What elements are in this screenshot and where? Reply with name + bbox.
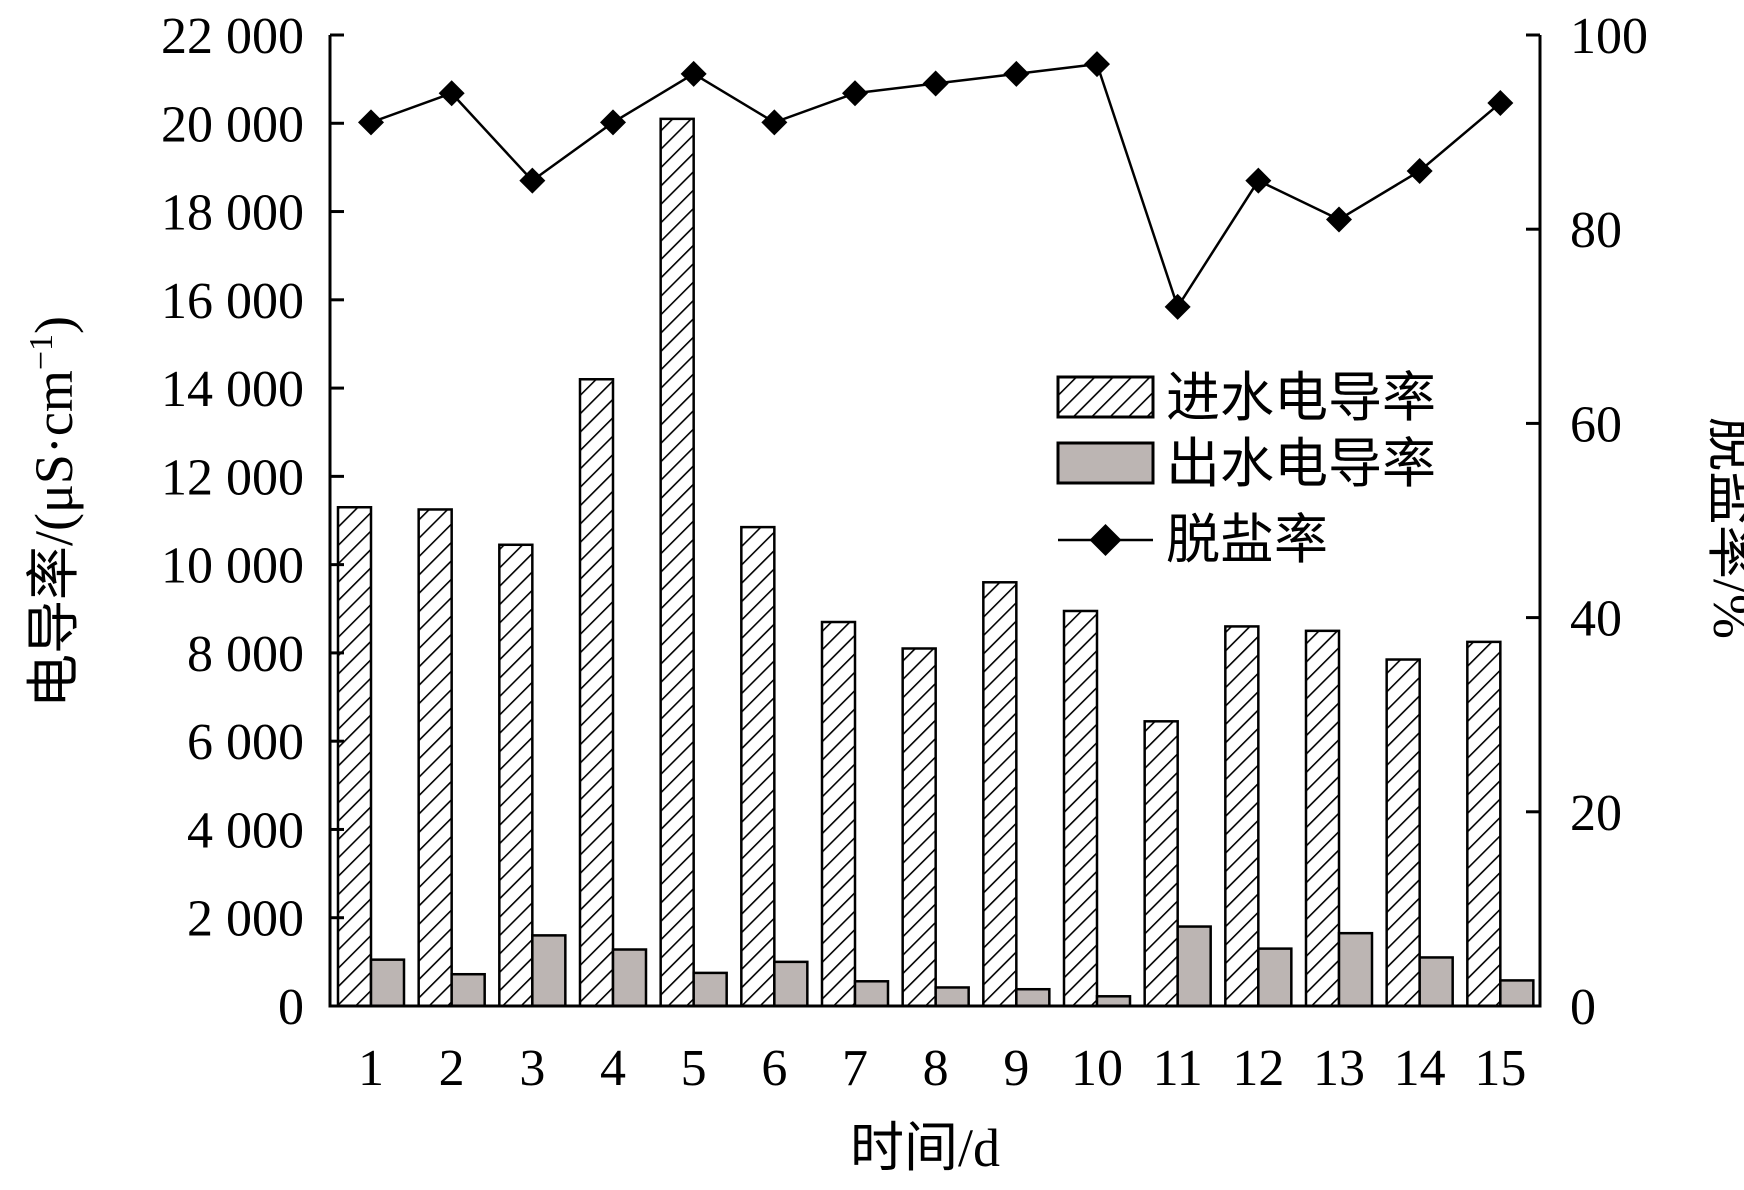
left-tick-label: 18 000 [161, 185, 304, 242]
left-tick-label: 10 000 [161, 538, 304, 595]
legend-swatch-outflow [1056, 441, 1155, 485]
bar-inflow-day-13 [1304, 629, 1341, 1008]
right-tick-label: 60 [1570, 396, 1622, 453]
right-axis-ticks: 0 20 40 60 80 100 [1526, 8, 1648, 1036]
right-tick-label: 100 [1570, 8, 1648, 65]
bar-inflow-day-11 [1143, 720, 1179, 1008]
legend-swatch-inflow [1056, 375, 1155, 419]
bar-outflow-day-15 [1499, 979, 1535, 1008]
left-tick-label: 12 000 [161, 449, 304, 506]
x-tick-label: 14 [1394, 1040, 1446, 1097]
legend-diamond-marker [1089, 524, 1122, 556]
bar-inflow-day-8 [901, 647, 937, 1008]
x-tick-label: 2 [439, 1040, 465, 1097]
bar-inflow-day-6 [740, 525, 776, 1008]
bars-group [336, 117, 1535, 1008]
left-tick-label: 22 000 [161, 8, 304, 65]
x-tick-label: 4 [600, 1040, 626, 1097]
salt-rejection-point-day-2 [438, 80, 465, 107]
legend: 进水电导率 出水电导率 脱盐率 [1056, 368, 1436, 570]
x-tick-label: 1 [358, 1040, 384, 1097]
x-tick-label: 10 [1071, 1040, 1123, 1097]
bar-inflow-day-12 [1224, 625, 1260, 1008]
axes [328, 35, 1542, 1008]
left-axis-ticks: 0 2 000 4 000 6 000 8 000 10 000 12 000 14 000 1… [161, 8, 344, 1036]
bar-inflow-day-9 [982, 581, 1018, 1008]
legend-label-inflow: 进水电导率 [1166, 368, 1436, 428]
bar-outflow-day-6 [773, 960, 809, 1008]
salt-rejection-point-day-13 [1326, 206, 1352, 233]
bar-inflow-day-2 [417, 508, 453, 1008]
salt-rejection-point-day-6 [761, 109, 788, 136]
left-tick-label: 0 [278, 979, 304, 1036]
x-tick-label: 11 [1153, 1040, 1203, 1097]
salt-rejection-line-group [358, 51, 1514, 320]
bar-inflow-day-5 [659, 117, 695, 1008]
x-tick-label: 6 [761, 1040, 787, 1097]
legend-label-outflow: 出水电导率 [1166, 434, 1436, 494]
bar-outflow-day-12 [1257, 947, 1293, 1008]
x-tick-label: 9 [1003, 1040, 1029, 1097]
bar-outflow-day-7 [853, 980, 890, 1008]
bar-inflow-day-10 [1062, 609, 1099, 1008]
bar-inflow-day-14 [1385, 658, 1421, 1008]
salt-rejection-point-day-11 [1164, 293, 1191, 320]
right-tick-label: 0 [1570, 979, 1596, 1036]
salt-rejection-point-day-4 [600, 109, 626, 136]
bar-inflow-day-7 [820, 620, 857, 1008]
left-tick-label: 6 000 [187, 714, 304, 771]
bar-inflow-day-3 [498, 543, 534, 1008]
bar-outflow-day-13 [1337, 931, 1374, 1008]
right-tick-label: 20 [1570, 785, 1622, 842]
x-tick-label: 15 [1474, 1040, 1526, 1097]
x-tick-label: 12 [1232, 1040, 1284, 1097]
x-tick-label: 13 [1313, 1040, 1365, 1097]
bar-outflow-day-2 [450, 972, 486, 1008]
left-tick-label: 8 000 [187, 626, 304, 683]
left-tick-label: 14 000 [161, 361, 304, 418]
bar-outflow-day-4 [611, 948, 648, 1008]
bar-inflow-day-4 [578, 378, 615, 1008]
bar-outflow-day-3 [531, 934, 567, 1008]
right-tick-label: 80 [1570, 202, 1622, 259]
right-tick-label: 40 [1570, 591, 1622, 648]
bar-outflow-day-8 [934, 986, 970, 1008]
salt-rejection-point-day-9 [1003, 60, 1030, 87]
bar-outflow-day-11 [1176, 925, 1212, 1008]
bar-outflow-day-9 [1015, 987, 1051, 1008]
salt-rejection-point-day-1 [358, 109, 384, 136]
bar-outflow-day-1 [369, 958, 406, 1008]
bar-outflow-day-14 [1418, 956, 1454, 1008]
left-tick-label: 20 000 [161, 96, 304, 153]
bar-inflow-day-15 [1466, 640, 1502, 1008]
salt-rejection-point-day-12 [1245, 167, 1272, 194]
x-axis-title: 时间/d [850, 1118, 1000, 1178]
right-axis-title: 脱盐率/% [1702, 417, 1744, 639]
x-axis-tick-labels: 1 2 3 4 5 6 7 8 9 10 11 12 13 14 15 [358, 1040, 1526, 1097]
x-tick-label: 7 [842, 1040, 868, 1097]
salt-rejection-point-day-14 [1406, 157, 1433, 184]
x-tick-label: 3 [519, 1040, 545, 1097]
bar-outflow-day-5 [692, 971, 728, 1008]
salt-rejection-point-day-8 [922, 70, 949, 97]
x-tick-label: 8 [923, 1040, 949, 1097]
bar-inflow-day-1 [336, 506, 373, 1008]
left-tick-label: 16 000 [161, 273, 304, 330]
left-tick-label: 4 000 [187, 802, 304, 859]
x-tick-label: 5 [681, 1040, 707, 1097]
salt-rejection-point-day-7 [842, 80, 868, 107]
left-axis-title: 电导率/(μS·cm−1) [23, 316, 84, 708]
salt-rejection-point-day-15 [1487, 89, 1514, 116]
legend-label-salt-rejection: 脱盐率 [1166, 510, 1328, 570]
salt-rejection-point-day-10 [1084, 51, 1110, 78]
salt-rejection-point-day-5 [680, 60, 707, 87]
left-tick-label: 2 000 [187, 891, 304, 948]
salt-rejection-point-day-3 [519, 167, 546, 194]
